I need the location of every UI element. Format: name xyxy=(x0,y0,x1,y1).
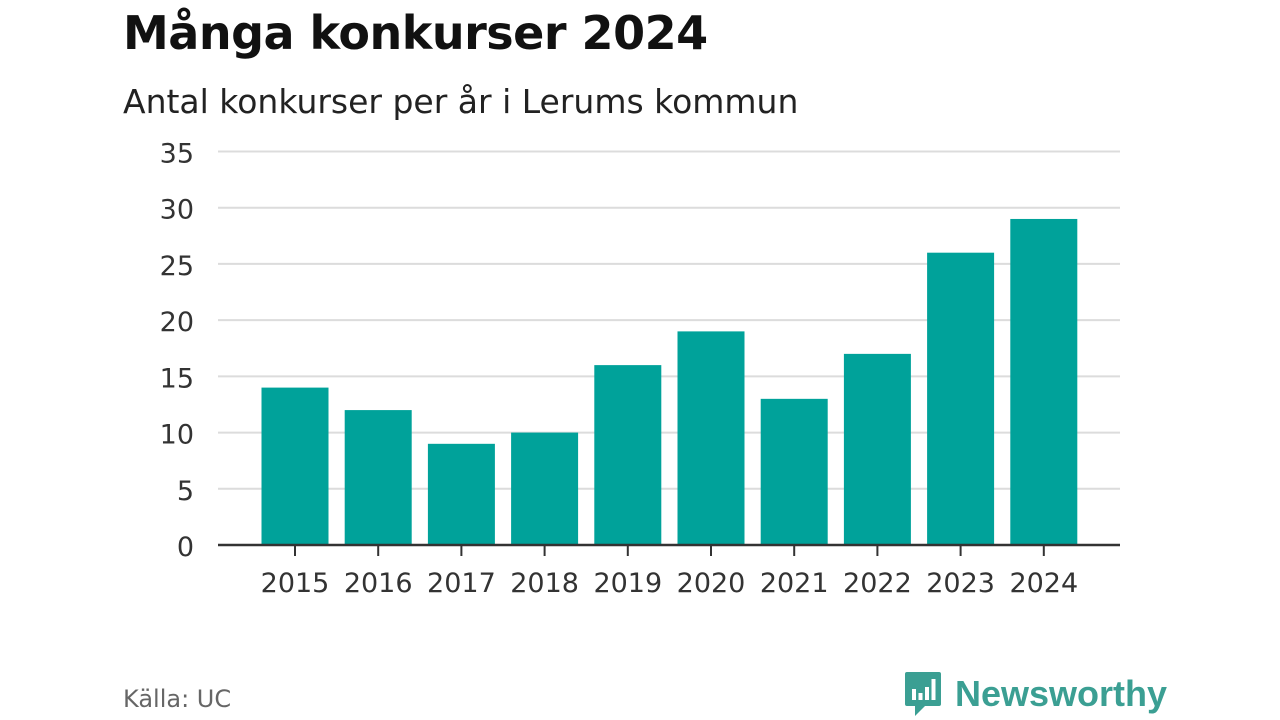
bar xyxy=(677,331,745,545)
y-tick-label: 25 xyxy=(160,251,194,282)
bar xyxy=(344,410,412,545)
y-tick-label: 35 xyxy=(160,139,194,170)
x-tick-label: 2017 xyxy=(427,568,496,599)
x-tick-label: 2023 xyxy=(926,568,995,599)
x-tick-label: 2019 xyxy=(593,568,662,599)
y-tick-label: 20 xyxy=(160,307,194,338)
x-tick-label: 2022 xyxy=(843,568,912,599)
bar xyxy=(511,432,579,545)
x-tick-label: 2021 xyxy=(760,568,829,599)
brand-logo: Newsworthy xyxy=(903,670,1167,718)
bar xyxy=(1010,218,1078,545)
x-tick-label: 2018 xyxy=(510,568,579,599)
newsworthy-logo-icon xyxy=(905,672,941,716)
bar xyxy=(261,387,329,545)
y-tick-label: 30 xyxy=(160,195,194,226)
x-tick-label: 2016 xyxy=(344,568,413,599)
bar xyxy=(927,252,995,545)
x-tick-label: 2024 xyxy=(1009,568,1078,599)
y-tick-label: 10 xyxy=(160,420,194,451)
y-tick-label: 5 xyxy=(177,476,194,507)
bar xyxy=(760,398,828,545)
x-tick-label: 2015 xyxy=(261,568,330,599)
brand-name: Newsworthy xyxy=(955,673,1168,714)
bar xyxy=(594,365,662,545)
x-tick-label: 2020 xyxy=(677,568,746,599)
y-tick-label: 0 xyxy=(177,532,194,563)
y-tick-label: 15 xyxy=(160,363,194,394)
source-note: Källa: UC xyxy=(123,685,232,713)
bar xyxy=(427,443,495,545)
chart-title: Många konkurser 2024 xyxy=(123,6,708,60)
chart-subtitle: Antal konkurser per år i Lerums kommun xyxy=(123,82,799,121)
bar xyxy=(843,353,911,545)
